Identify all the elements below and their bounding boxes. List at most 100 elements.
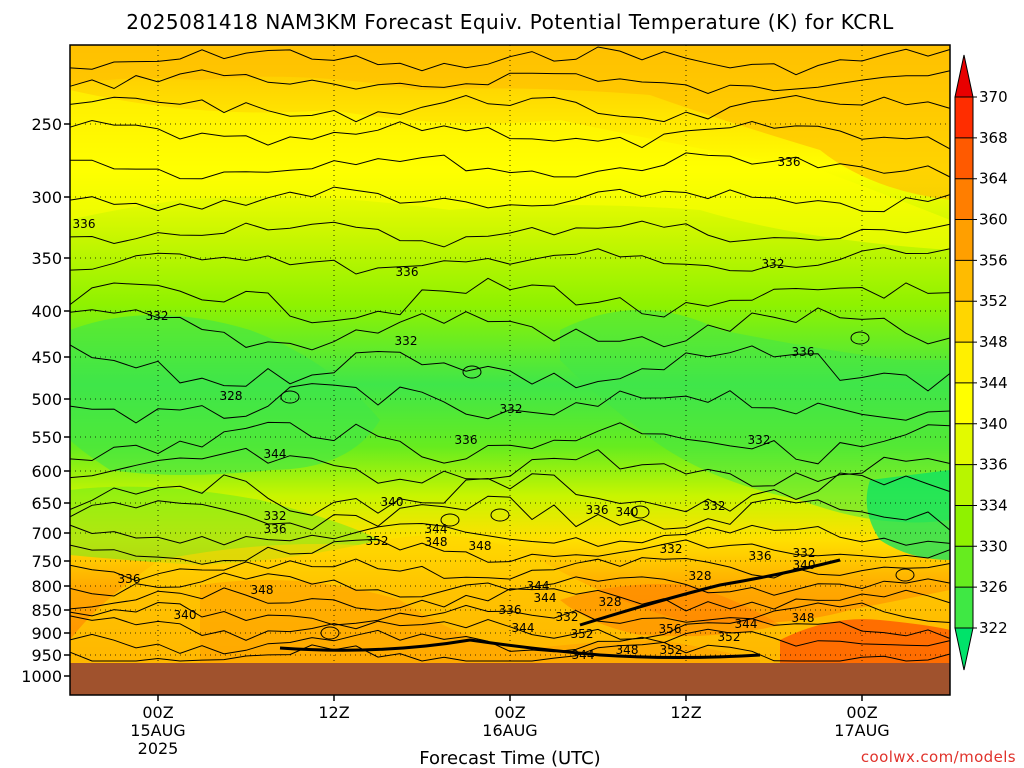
colorbar-label: 344	[979, 374, 1008, 392]
contour-label: 344	[425, 522, 448, 536]
contour-line	[69, 46, 951, 76]
field-region	[70, 45, 950, 200]
colorbar-band	[955, 219, 973, 261]
colorbar-band	[955, 260, 973, 302]
y-tick-label: 400	[31, 302, 62, 321]
contour-label: 332	[556, 610, 579, 624]
contour-cluster	[279, 638, 761, 659]
x-axis-label: Forecast Time (UTC)	[419, 748, 600, 768]
contour-label: 336	[749, 549, 772, 563]
contour-line	[69, 220, 951, 248]
contour-line	[69, 628, 951, 655]
contour-line	[69, 522, 951, 547]
contour-label: 344	[264, 447, 287, 461]
field-region	[866, 470, 950, 560]
chart-title: 2025081418 NAM3KM Forecast Equiv. Potent…	[126, 10, 894, 34]
x-tick-label: 16AUG	[482, 721, 537, 740]
colorbar-band	[955, 301, 973, 343]
contour-label: 344	[735, 617, 758, 631]
contour-line	[69, 69, 951, 95]
colorbar-band	[955, 423, 973, 465]
x-tick-label: 00Z	[142, 703, 173, 722]
contour-label: 336	[396, 265, 419, 279]
colorbar-label: 322	[979, 619, 1008, 637]
colorbar-label: 364	[979, 170, 1008, 188]
contour-cluster	[579, 558, 841, 627]
colorbar-band	[955, 97, 973, 138]
contour-line	[70, 152, 951, 180]
contour-label: 340	[616, 505, 639, 519]
y-tick-label: 250	[31, 115, 62, 134]
colorbar-band	[955, 178, 973, 220]
x-tick-label: 12Z	[318, 703, 349, 722]
contour-label: 348	[425, 535, 448, 549]
contour-label: 332	[748, 433, 771, 447]
contour-line	[69, 557, 951, 582]
contour-label: 332	[395, 334, 418, 348]
contour-loop	[440, 513, 460, 527]
colorbar-label: 352	[979, 292, 1008, 310]
contour-label: 332	[264, 509, 287, 523]
contour-label: 328	[220, 389, 243, 403]
x-tick-label: 00Z	[846, 703, 877, 722]
y-tick-label: 900	[31, 624, 62, 643]
contour-label: 336	[73, 217, 96, 231]
contour-label: 332	[500, 402, 523, 416]
contour-label: 340	[793, 558, 816, 572]
contour-labels: 3363323283363323363443363323363323323363…	[73, 155, 816, 662]
contour-line	[69, 186, 951, 213]
y-tick-label: 750	[31, 552, 62, 571]
y-tick-label: 600	[31, 462, 62, 481]
contour-label: 336	[455, 433, 478, 447]
grid-lines	[70, 45, 950, 663]
colorbar-band	[955, 587, 973, 628]
y-tick-label: 950	[31, 646, 62, 665]
y-tick-label: 1000	[21, 667, 62, 686]
colorbar-label: 330	[979, 537, 1008, 555]
contour-label: 328	[689, 569, 712, 583]
contour-line	[69, 383, 951, 424]
contour-line	[69, 247, 951, 275]
contour-line	[69, 472, 951, 516]
contour-label: 344	[527, 579, 550, 593]
field-region	[70, 315, 380, 475]
contour-line	[69, 307, 951, 351]
contour-line	[69, 495, 951, 531]
field-region	[780, 619, 950, 663]
x-tick-label: 00Z	[494, 703, 525, 722]
y-tick-label: 500	[31, 390, 62, 409]
colorbar-band	[955, 464, 973, 506]
colorbar-band	[955, 546, 973, 588]
colorbar-band	[955, 382, 973, 424]
y-tick-label: 450	[31, 348, 62, 367]
colorbar-label: 334	[979, 496, 1008, 514]
colorbar-label: 326	[979, 578, 1008, 596]
contour-label: 348	[469, 539, 492, 553]
contour-label: 340	[174, 608, 197, 622]
contour-lines	[69, 46, 951, 662]
contour-label: 336	[118, 572, 141, 586]
y-tick-label: 300	[31, 188, 62, 207]
x-tick-label: 2025	[138, 739, 179, 758]
contour-label: 352	[571, 627, 594, 641]
colorbar-label: 356	[979, 251, 1008, 269]
contour-line	[69, 277, 951, 324]
contour-label: 340	[381, 495, 404, 509]
y-tick-label: 350	[31, 249, 62, 268]
colorbar: 322 326 330 334 336 340 344 348 352 356 360 364 368 3…	[954, 54, 1008, 671]
colorbar-label: 348	[979, 333, 1008, 351]
contour-label: 332	[146, 309, 169, 323]
colorbar-label: 340	[979, 415, 1008, 433]
colorbar-band	[955, 505, 973, 547]
field-region	[200, 580, 760, 663]
colorbar-min-arrow	[954, 627, 974, 671]
colorbar-label: 368	[979, 129, 1008, 147]
site-credit: coolwx.com/models	[861, 748, 1016, 766]
contour-label: 356	[659, 622, 682, 636]
y-tick-label: 650	[31, 494, 62, 513]
contour-label: 332	[660, 542, 683, 556]
contour-label: 348	[616, 643, 639, 657]
contour-line	[69, 447, 951, 487]
